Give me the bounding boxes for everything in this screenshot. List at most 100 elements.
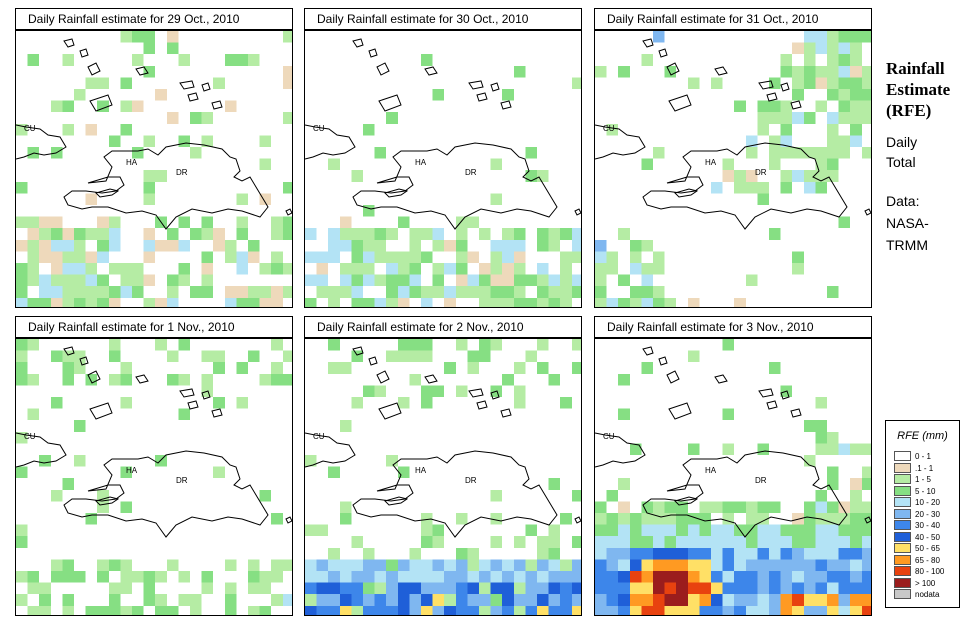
- rainfall-cell: [618, 605, 630, 615]
- rainfall-cell: [827, 466, 839, 479]
- island-coastline: [790, 408, 802, 418]
- rainfall-cell: [595, 605, 607, 615]
- rainfall-cell: [363, 547, 375, 560]
- rainfall-cell: [74, 297, 86, 307]
- rainfall-cell: [120, 123, 132, 136]
- rainfall-cell: [861, 31, 871, 43]
- rainfall-cell: [16, 263, 28, 275]
- rainfall-cell: [653, 594, 665, 606]
- rainfall-cell: [351, 228, 363, 240]
- rainfall-cell: [62, 297, 74, 307]
- rainfall-cell: [548, 524, 561, 537]
- rainfall-cell: [108, 582, 121, 595]
- rainfall-cell: [792, 89, 804, 101]
- rainfall-cell: [711, 571, 723, 583]
- panel-title: Daily Rainfall estimate for 2 Nov., 2010: [304, 316, 582, 338]
- rainfall-cell: [259, 263, 272, 275]
- data-source-label: Data: NASA- TRMM: [886, 190, 929, 256]
- panel-title: Daily Rainfall estimate for 30 Oct., 201…: [304, 8, 582, 30]
- rainfall-cell: [699, 582, 711, 595]
- rainfall-cell: [827, 431, 839, 444]
- rainfall-cell: [861, 559, 871, 571]
- rainfall-cell: [282, 112, 292, 124]
- island-coastline: [211, 408, 223, 418]
- rainfall-cell: [618, 274, 630, 287]
- legend-row: 50 - 65: [894, 543, 940, 554]
- island-coastline: [666, 370, 680, 384]
- rainfall-cell: [386, 228, 398, 240]
- rainfall-cell: [351, 263, 363, 275]
- rainfall-cell: [676, 605, 688, 615]
- rainfall-cell: [259, 571, 272, 583]
- rainfall-cell: [502, 571, 514, 583]
- rainfall-cell: [108, 339, 121, 351]
- rainfall-cell: [606, 605, 619, 615]
- rainfall-cell: [85, 513, 98, 525]
- rainfall-cell: [850, 582, 862, 595]
- rainfall-cell: [97, 605, 109, 615]
- island-coastline: [187, 92, 199, 102]
- rainfall-cell: [305, 524, 317, 537]
- rainfall-cell: [155, 594, 167, 606]
- rainfall-cell: [455, 274, 468, 287]
- rainfall-cell: [734, 547, 746, 560]
- rainfall-cell: [850, 77, 862, 89]
- rainfall-cell: [595, 65, 607, 78]
- rainfall-cell: [664, 297, 677, 307]
- rainfall-cell: [850, 559, 862, 571]
- rainfall-cell: [641, 297, 653, 307]
- island-coastline: [79, 356, 89, 366]
- rainfall-cell: [803, 420, 816, 432]
- rainfall-cell: [745, 605, 758, 615]
- rainfall-cell: [699, 605, 711, 615]
- rainfall-cell: [664, 571, 677, 583]
- rainfall-grid: CU HA DR: [16, 31, 292, 307]
- legend-label: 40 - 50: [915, 532, 940, 542]
- rainfall-cell: [374, 594, 387, 606]
- rainfall-cell: [74, 228, 86, 240]
- rainfall-cell: [85, 193, 98, 205]
- rainfall-cell: [39, 455, 51, 467]
- rainfall-cell: [618, 594, 630, 606]
- rainfall-cell: [27, 239, 40, 252]
- rainfall-cell: [664, 582, 677, 595]
- rainfall-cell: [711, 181, 723, 194]
- rainfall-cell: [595, 274, 607, 287]
- rainfall-cell: [548, 559, 561, 571]
- rainfall-cell: [351, 297, 363, 307]
- rainfall-cell: [629, 443, 642, 455]
- rainfall-cell: [271, 263, 283, 275]
- rainfall-cell: [479, 297, 491, 307]
- rainfall-cell: [409, 594, 421, 606]
- rainfall-cell: [143, 571, 156, 583]
- island-coastline: [424, 66, 438, 76]
- rainfall-cell: [490, 513, 503, 525]
- island-coastline: [490, 82, 500, 92]
- label-dominican-republic: DR: [176, 168, 188, 177]
- rainfall-cell: [664, 536, 677, 548]
- rainfall-cell: [711, 582, 723, 595]
- rainfall-cell: [120, 286, 132, 298]
- rainfall-cell: [282, 65, 292, 78]
- rainfall-cell: [815, 489, 827, 502]
- rainfall-cell: [850, 594, 862, 606]
- rainfall-cell: [62, 100, 74, 113]
- rainfall-cell: [374, 147, 387, 159]
- rainfall-cell: [618, 536, 630, 548]
- rainfall-cell: [827, 77, 839, 89]
- rainfall-cell: [74, 571, 86, 583]
- rainfall-cell: [397, 274, 410, 287]
- rainfall-cell: [571, 605, 581, 615]
- rainfall-cell: [50, 100, 63, 113]
- rainfall-cell: [120, 582, 132, 595]
- rainfall-cell: [861, 605, 871, 615]
- legend-row: 80 - 100: [894, 566, 944, 577]
- daily-total-line-2: Total: [886, 154, 916, 170]
- rainfall-cell: [374, 274, 387, 287]
- rainfall-cell: [618, 228, 630, 240]
- rainfall-cell: [687, 350, 700, 363]
- rainfall-cell: [97, 489, 109, 502]
- legend-swatch: [894, 566, 911, 576]
- rainfall-cell: [132, 263, 144, 275]
- rainfall-cell: [27, 263, 40, 275]
